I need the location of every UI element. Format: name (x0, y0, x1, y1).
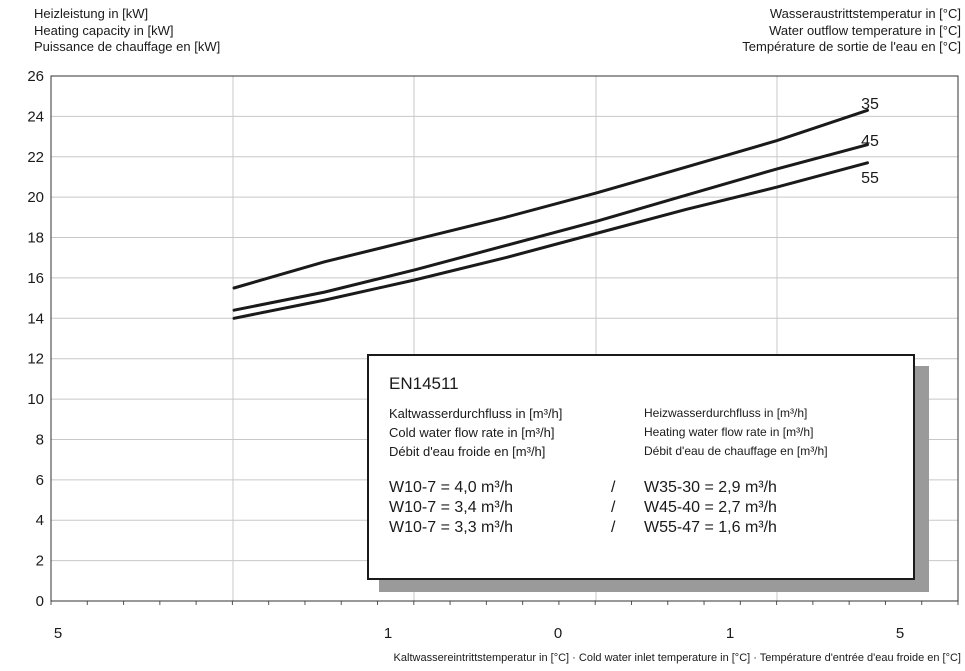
heating-flow-header-en: Heating water flow rate in [m³/h] (644, 425, 814, 439)
y-tick-label: 8 (36, 431, 44, 448)
series-label-35: 35 (861, 96, 879, 113)
cold-flow-value: W10-7 = 3,4 m³/h (389, 499, 514, 516)
y-tick-label: 16 (27, 270, 44, 287)
y-tick-label: 0 (36, 593, 44, 610)
heating-flow-value: W35-30 = 2,9 m³/h (644, 479, 777, 496)
cold-flow-header: Kaltwasserdurchfluss in [m³/h] Cold wate… (389, 404, 562, 461)
x-tick-label: 1 (726, 625, 734, 642)
y-tick-label: 2 (36, 553, 44, 570)
y-tick-label: 12 (27, 351, 44, 368)
standard-label: EN14511 (389, 374, 459, 393)
x-axis-title: Kaltwassereintrittstemperatur in [°C] · … (393, 652, 961, 664)
series-label-55: 55 (861, 170, 879, 187)
y-tick-label: 4 (36, 512, 44, 529)
y-tick-label: 24 (27, 108, 44, 125)
cold-flow-value: W10-7 = 4,0 m³/h (389, 479, 514, 496)
series-line-35 (232, 108, 869, 290)
x-tick-label: 5 (896, 625, 904, 642)
y-tick-label: 20 (27, 189, 44, 206)
heating-flow-value: W55-47 = 1,6 m³/h (644, 519, 777, 536)
series-axis-title-en: Water outflow temperature in [°C] (769, 22, 961, 38)
x-tick-label: 1 (384, 625, 392, 642)
heating-flow-header-fr: Débit d'eau de chauffage en [m³/h] (644, 444, 828, 458)
y-axis-title-fr: Puissance de chauffage en [kW] (34, 39, 221, 54)
flow-separator: / (611, 499, 616, 516)
cold-flow-header-fr: Débit d'eau froide en [m³/h] (389, 444, 546, 459)
series-line-45 (232, 143, 869, 312)
cold-flow-header-de: Kaltwasserdurchfluss in [m³/h] (389, 406, 563, 421)
series-axis-title-de: Wasseraustrittstemperatur in [°C] (769, 6, 961, 21)
y-tick-label: 18 (27, 230, 44, 247)
series-axis-title: Wasseraustrittstemperatur in [°C] Water … (742, 6, 961, 56)
y-tick-label: 10 (27, 391, 44, 408)
y-tick-label: 14 (27, 310, 44, 327)
plot-frame (50, 75, 959, 602)
cold-flow-header-en: Cold water flow rate in [m³/h] (389, 425, 555, 440)
y-tick-label: 6 (36, 472, 44, 489)
x-tick-label: 5 (54, 625, 62, 642)
x-tick-label: 0 (554, 625, 562, 642)
series-line-55 (232, 161, 869, 320)
heating-flow-header: Heizwasserdurchfluss in [m³/h] Heating w… (644, 404, 828, 461)
flow-separator: / (611, 479, 616, 496)
y-axis-title-en: Heating capacity in [kW] (34, 22, 174, 38)
y-tick-label: 22 (27, 149, 44, 166)
heating-flow-value: W45-40 = 2,7 m³/h (644, 499, 777, 516)
cold-flow-value: W10-7 = 3,3 m³/h (389, 519, 514, 536)
y-tick-label: 26 (27, 68, 44, 85)
y-axis-title-de: Heizleistung in [kW] (34, 6, 149, 21)
legend-box: EN14511 Kaltwasserdurchfluss in [m³/h] C… (367, 354, 915, 580)
flow-separator: / (611, 519, 616, 536)
series-axis-title-fr: Température de sortie de l'eau en [°C] (742, 39, 961, 54)
y-axis-title: Heizleistung in [kW] Heating capacity in… (34, 6, 220, 56)
heating-flow-header-de: Heizwasserdurchfluss in [m³/h] (644, 406, 808, 420)
series-label-45: 45 (861, 133, 879, 150)
